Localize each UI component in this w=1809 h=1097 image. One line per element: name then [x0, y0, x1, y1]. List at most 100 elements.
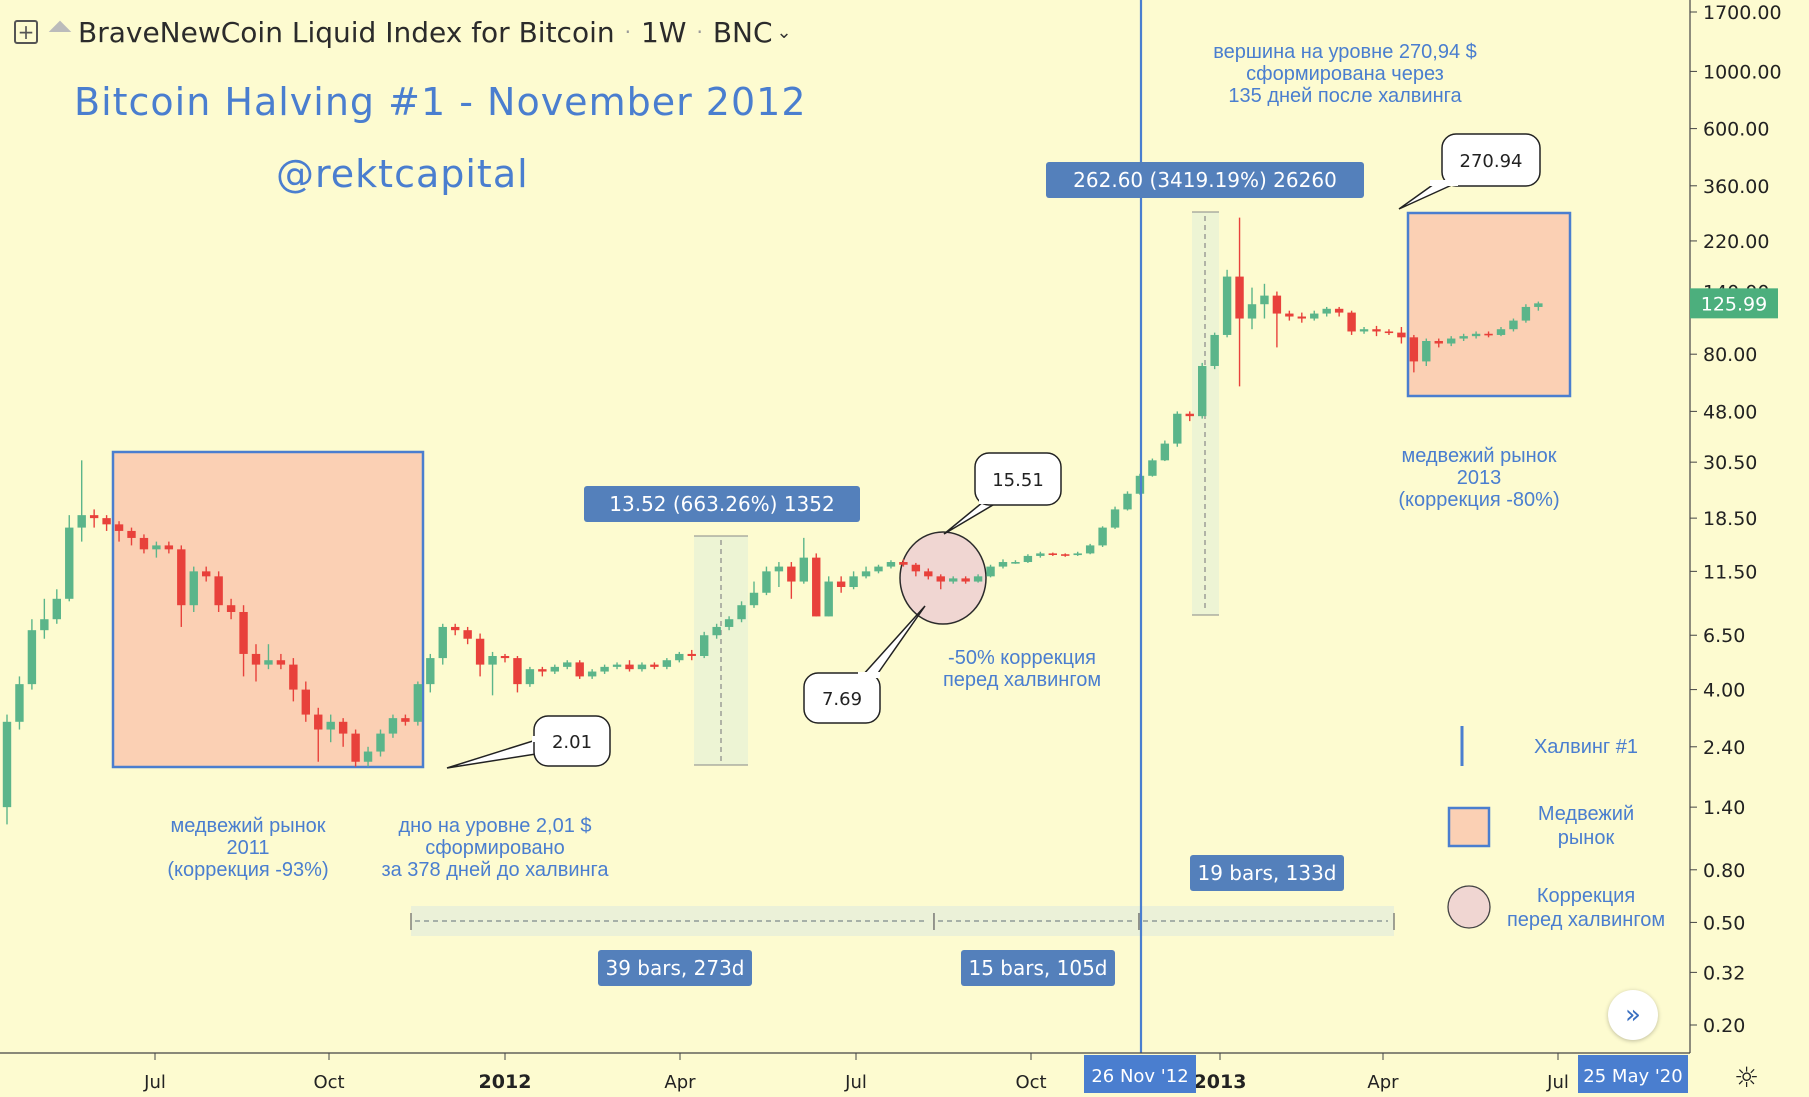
- price-tick-label: 1700.00: [1703, 2, 1782, 24]
- legend-corr-label: Коррекция: [1537, 885, 1635, 907]
- candle-down: [575, 662, 584, 677]
- candle-down: [936, 576, 945, 582]
- legend-corr-swatch: [1447, 885, 1491, 929]
- candle-up: [1110, 509, 1120, 528]
- note-bottom: дно на уровне 2,01 $: [398, 815, 591, 837]
- candle-up: [52, 598, 61, 620]
- callout-peak-pointer: [1398, 183, 1455, 210]
- candle-up: [749, 592, 759, 606]
- scroll-to-latest-button[interactable]: »: [1608, 990, 1658, 1040]
- candle-down: [1384, 331, 1394, 334]
- interval-label[interactable]: 1W: [640, 15, 687, 49]
- time-tick-label: Jul: [844, 1072, 867, 1093]
- author-handle: @rektcapital: [276, 152, 529, 196]
- chart-header: + BraveNewCoin Liquid Index for Bitcoin …: [14, 14, 792, 50]
- candle-up: [998, 562, 1008, 567]
- callout-peak-joint: [1430, 180, 1458, 186]
- exchange-label[interactable]: BNC: [712, 15, 773, 49]
- price-tick-label: 18.50: [1703, 508, 1757, 530]
- note-bear-2013: (коррекция -80%): [1398, 489, 1559, 511]
- candle-up: [1521, 306, 1531, 321]
- candle-up: [1222, 276, 1232, 335]
- candle-down: [102, 518, 111, 525]
- candle-down: [625, 664, 634, 670]
- candle-down: [1484, 333, 1493, 336]
- candle-down: [202, 571, 211, 577]
- candle-down: [513, 658, 522, 685]
- flag-icon[interactable]: [48, 20, 72, 44]
- separator-dot: ·: [696, 20, 703, 44]
- candle-up: [861, 571, 871, 577]
- candle-up: [1160, 443, 1170, 461]
- candle-up: [525, 669, 535, 685]
- time-tick-label: 2012: [479, 1071, 532, 1093]
- candle-down: [351, 733, 360, 762]
- price-tick-label: 360.00: [1703, 176, 1769, 198]
- candle-up: [973, 576, 983, 582]
- price-tick-label: 6.50: [1703, 625, 1745, 647]
- time-tick-label: 2013: [1194, 1071, 1247, 1093]
- candle-up: [1459, 336, 1468, 339]
- measure-label-2: 262.60 (3419.19%) 26260: [1073, 168, 1337, 192]
- candle-up: [27, 630, 37, 685]
- price-tick-label: 0.50: [1703, 912, 1745, 934]
- candle-up: [886, 562, 896, 567]
- settings-gear-icon[interactable]: ☼: [1734, 1061, 1760, 1094]
- candle-down: [114, 524, 124, 531]
- legend-bear-label: Медвежий: [1538, 803, 1634, 825]
- candle-down: [1397, 332, 1406, 338]
- candle-up: [1098, 527, 1107, 546]
- candle-down: [1185, 413, 1194, 417]
- price-tick-label: 0.32: [1703, 962, 1745, 984]
- candle-up: [774, 566, 784, 572]
- range-label-3-box: [1190, 855, 1344, 891]
- note-bear-2013: медвежий рынок: [1401, 445, 1556, 467]
- candle-up: [1447, 338, 1456, 344]
- candle-up: [15, 684, 24, 722]
- candle-down: [1297, 316, 1306, 319]
- separator-dot: ·: [624, 20, 631, 44]
- candle-up: [563, 662, 572, 667]
- current-price-tag: [1690, 288, 1778, 319]
- note-peak: 135 дней после халвинга: [1228, 85, 1462, 107]
- note-correction: перед халвингом: [943, 669, 1101, 691]
- time-tick-label: Jul: [1546, 1072, 1569, 1093]
- candle-up: [1198, 365, 1207, 417]
- candle-down: [1372, 329, 1381, 332]
- note-bear-2011: (коррекция -93%): [167, 859, 328, 881]
- candle-up: [849, 576, 858, 588]
- price-tick-label: 0.20: [1703, 1015, 1745, 1037]
- time-tick-label: Apr: [664, 1072, 696, 1093]
- candle-down: [239, 611, 248, 654]
- candle-up: [363, 751, 373, 762]
- time-tick-label: Jul: [143, 1072, 166, 1093]
- candle-down: [787, 566, 796, 582]
- candle-down: [177, 549, 186, 606]
- candle-up: [152, 545, 161, 550]
- candle-down: [214, 576, 223, 606]
- candle-up: [600, 666, 609, 672]
- legend-bear-label: рынок: [1558, 827, 1615, 849]
- candle-up: [2, 721, 12, 808]
- candle-up: [675, 653, 684, 661]
- time-tick-label: Apr: [1367, 1072, 1399, 1093]
- candle-down: [899, 562, 908, 565]
- candle-up: [1036, 553, 1045, 556]
- candle-up: [1023, 555, 1033, 563]
- note-bear-2011: 2011: [226, 837, 269, 859]
- callout-bottom: 2.01: [552, 732, 592, 753]
- candle-down: [812, 557, 821, 617]
- callout-bottom-pointer: [446, 738, 537, 769]
- chevron-down-icon[interactable]: ⌄: [776, 21, 792, 43]
- candle-down: [687, 653, 696, 656]
- price-tick-label: 11.50: [1703, 561, 1757, 583]
- legend-bear-swatch: [1447, 806, 1491, 848]
- price-tick-label: 1000.00: [1703, 61, 1782, 83]
- candle-down: [475, 638, 485, 665]
- candle-down: [301, 689, 310, 715]
- bear-market-2011-zone: [111, 450, 425, 769]
- expand-icon[interactable]: +: [14, 20, 38, 44]
- callout-peak: 270.94: [1460, 151, 1523, 172]
- candle-down: [164, 545, 174, 550]
